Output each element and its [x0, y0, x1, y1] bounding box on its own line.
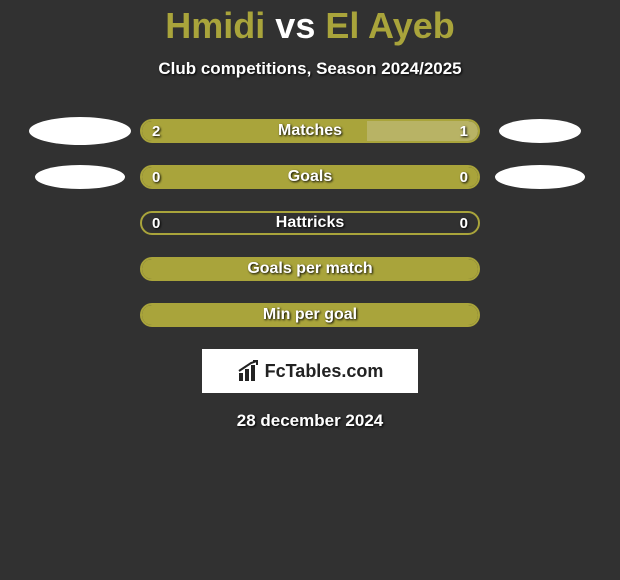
stat-label: Matches — [278, 122, 342, 140]
bar-right-segment: 0 — [310, 167, 478, 187]
logo-box: FcTables.com — [202, 349, 418, 393]
stat-row: 0 0 Hattricks — [0, 211, 620, 235]
stat-row: 2 1 Matches — [0, 119, 620, 143]
stat-left-value: 0 — [152, 169, 160, 186]
stat-right-value: 0 — [460, 169, 468, 186]
stats-container: 2 1 Matches 0 0 Goals 0 0 Hattricks Goals per mat… — [0, 119, 620, 327]
ellipse-left-wrap — [20, 117, 140, 145]
stat-bar: 0 0 Goals — [140, 165, 480, 189]
stat-label: Goals per match — [247, 260, 372, 278]
stat-label: Min per goal — [263, 306, 357, 324]
player2-ellipse — [495, 165, 585, 189]
player1-name: Hmidi — [165, 5, 265, 46]
subtitle: Club competitions, Season 2024/2025 — [0, 59, 620, 79]
bar-right-segment: 1 — [367, 121, 478, 141]
chart-icon — [237, 359, 261, 383]
stat-bar: Min per goal — [140, 303, 480, 327]
ellipse-left-wrap — [20, 165, 140, 189]
stat-bar: 2 1 Matches — [140, 119, 480, 143]
bar-left-segment: 0 — [142, 167, 310, 187]
stat-bar: 0 0 Hattricks — [140, 211, 480, 235]
bar-full-segment: Min per goal — [142, 305, 478, 325]
page-title: Hmidi vs El Ayeb — [0, 5, 620, 47]
stat-right-value: 0 — [460, 215, 468, 232]
stat-row: Min per goal — [0, 303, 620, 327]
stat-row: 0 0 Goals — [0, 165, 620, 189]
stat-row: Goals per match — [0, 257, 620, 281]
logo-text: FcTables.com — [265, 361, 384, 382]
stat-label: Hattricks — [276, 214, 344, 232]
comparison-infographic: Hmidi vs El Ayeb Club competitions, Seas… — [0, 0, 620, 431]
bar-full-segment: Goals per match — [142, 259, 478, 279]
stat-left-value: 2 — [152, 123, 160, 140]
player1-ellipse — [35, 165, 125, 189]
stat-right-value: 1 — [460, 123, 468, 140]
player1-ellipse — [29, 117, 131, 145]
ellipse-right-wrap — [480, 165, 600, 189]
stat-left-value: 0 — [152, 215, 160, 232]
ellipse-right-wrap — [480, 119, 600, 143]
vs-text: vs — [275, 5, 315, 46]
player2-ellipse — [499, 119, 581, 143]
stat-label: Goals — [288, 168, 332, 186]
logo: FcTables.com — [237, 359, 384, 383]
stat-bar: Goals per match — [140, 257, 480, 281]
date-text: 28 december 2024 — [0, 411, 620, 431]
player2-name: El Ayeb — [325, 5, 454, 46]
